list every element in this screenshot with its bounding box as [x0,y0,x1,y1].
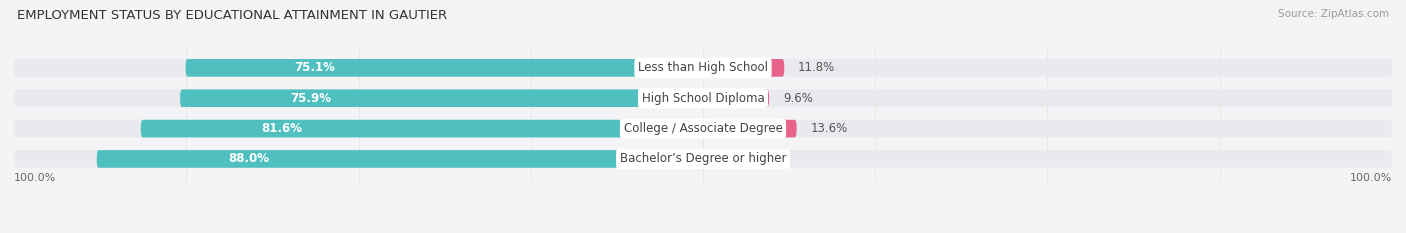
FancyBboxPatch shape [703,89,1392,107]
Text: 81.6%: 81.6% [262,122,302,135]
FancyBboxPatch shape [703,59,1392,77]
FancyBboxPatch shape [180,89,703,107]
Text: 9.6%: 9.6% [783,92,813,105]
Text: 75.1%: 75.1% [294,61,336,74]
Legend: In Labor Force, Unemployed: In Labor Force, Unemployed [595,232,811,233]
Text: Less than High School: Less than High School [638,61,768,74]
FancyBboxPatch shape [703,59,785,77]
FancyBboxPatch shape [703,120,797,137]
Text: College / Associate Degree: College / Associate Degree [624,122,782,135]
FancyBboxPatch shape [703,150,1392,168]
Text: 100.0%: 100.0% [1350,173,1392,183]
FancyBboxPatch shape [703,150,738,168]
Text: 11.8%: 11.8% [799,61,835,74]
Text: High School Diploma: High School Diploma [641,92,765,105]
FancyBboxPatch shape [703,120,1392,137]
Text: 100.0%: 100.0% [14,173,56,183]
FancyBboxPatch shape [186,59,703,77]
Text: 75.9%: 75.9% [290,92,332,105]
FancyBboxPatch shape [141,120,703,137]
Text: Source: ZipAtlas.com: Source: ZipAtlas.com [1278,9,1389,19]
Text: EMPLOYMENT STATUS BY EDUCATIONAL ATTAINMENT IN GAUTIER: EMPLOYMENT STATUS BY EDUCATIONAL ATTAINM… [17,9,447,22]
FancyBboxPatch shape [14,59,703,77]
FancyBboxPatch shape [703,89,769,107]
Text: 13.6%: 13.6% [810,122,848,135]
FancyBboxPatch shape [14,89,703,107]
FancyBboxPatch shape [14,150,703,168]
FancyBboxPatch shape [97,150,703,168]
FancyBboxPatch shape [14,120,703,137]
Text: Bachelor’s Degree or higher: Bachelor’s Degree or higher [620,152,786,165]
Text: 88.0%: 88.0% [228,152,269,165]
Text: 5.2%: 5.2% [752,152,782,165]
